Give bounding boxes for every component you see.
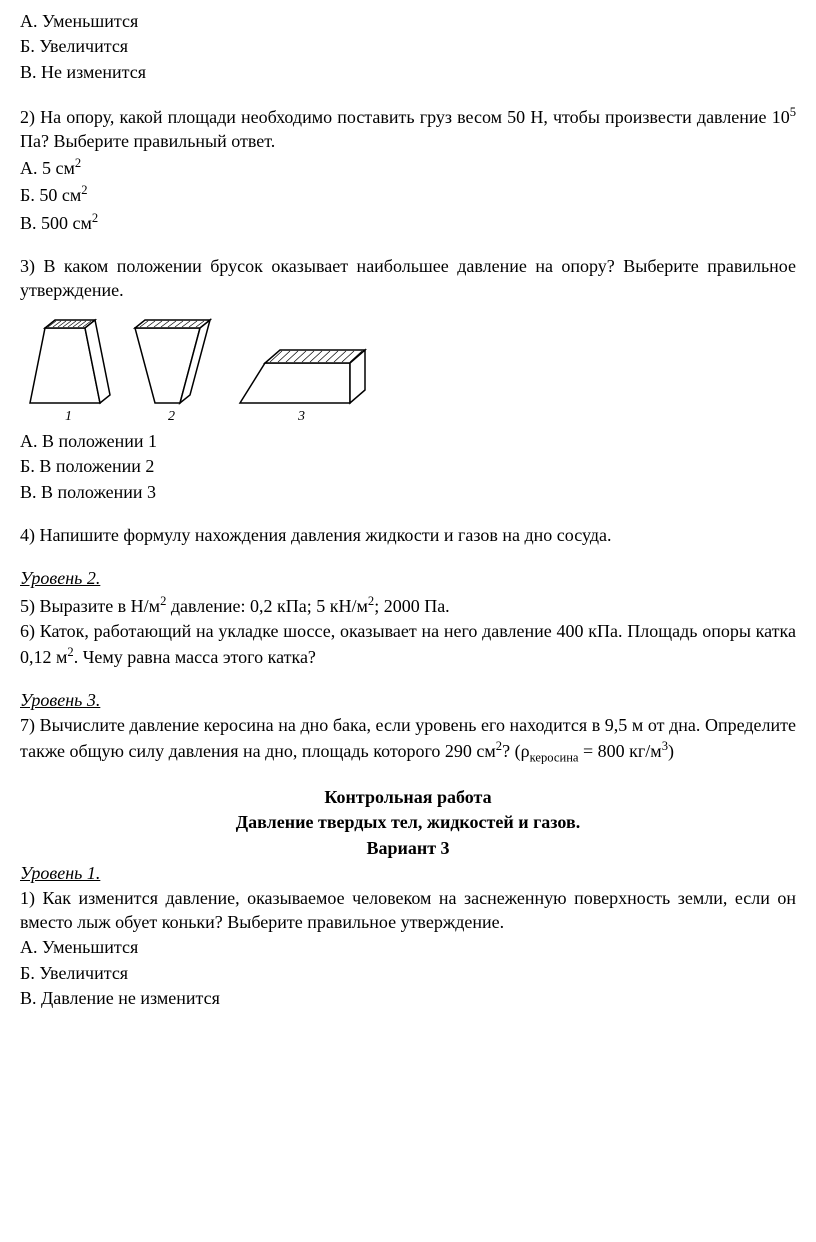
q2-option-b: Б. 50 см2: [20, 182, 796, 207]
fig-label-3: 3: [297, 409, 305, 424]
variant3-q1-text: 1) Как изменится давление, оказываемое ч…: [20, 887, 796, 934]
q5-text: 5) Выразите в Н/м2 давление: 0,2 кПа; 5 …: [20, 593, 796, 618]
q3-text: 3) В каком положении брусок оказывает на…: [20, 255, 796, 302]
level3-heading: Уровень 3.: [20, 689, 796, 712]
q1-option-b: Б. Увеличится: [20, 35, 796, 58]
variant3-level1-heading: Уровень 1.: [20, 862, 796, 885]
variant3-title3: Вариант 3: [20, 837, 796, 860]
q3-option-c: В. В положении 3: [20, 481, 796, 504]
fig-label-1: 1: [65, 409, 72, 424]
q1-option-c: В. Не изменится: [20, 61, 796, 84]
q1-option-a: А. Уменьшится: [20, 10, 796, 33]
variant3-title1: Контрольная работа: [20, 786, 796, 809]
level2-heading: Уровень 2.: [20, 567, 796, 590]
q3-figure: 1 2: [20, 308, 796, 428]
q7-text: 7) Вычислите давление керосина на дно ба…: [20, 714, 796, 765]
q4-text: 4) Напишите формулу нахождения давления …: [20, 524, 796, 547]
q3-option-a: А. В положении 1: [20, 430, 796, 453]
fig-label-2: 2: [168, 409, 175, 424]
variant3-q1-option-c: В. Давление не изменится: [20, 987, 796, 1010]
variant3-q1-option-b: Б. Увеличится: [20, 962, 796, 985]
q2-text: 2) На опору, какой площади необходимо по…: [20, 104, 796, 153]
variant3-title2: Давление твердых тел, жидкостей и газов.: [20, 811, 796, 834]
variant3-q1-option-a: А. Уменьшится: [20, 936, 796, 959]
q3-option-b: Б. В положении 2: [20, 455, 796, 478]
q6-text: 6) Каток, работающий на укладке шоссе, о…: [20, 620, 796, 669]
q2-option-a: А. 5 см2: [20, 155, 796, 180]
q2-option-c: В. 500 см2: [20, 210, 796, 235]
